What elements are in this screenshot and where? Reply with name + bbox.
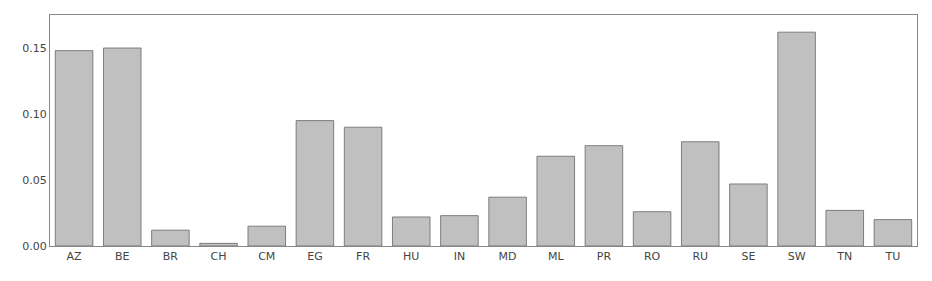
svg-text:EG: EG bbox=[307, 250, 322, 263]
svg-text:TU: TU bbox=[885, 250, 901, 263]
svg-text:RO: RO bbox=[644, 250, 661, 263]
svg-text:ML: ML bbox=[548, 250, 564, 263]
svg-text:TN: TN bbox=[836, 250, 852, 263]
svg-text:PR: PR bbox=[597, 250, 612, 263]
svg-text:0.15: 0.15 bbox=[22, 42, 47, 55]
svg-text:IN: IN bbox=[454, 250, 465, 263]
svg-text:BE: BE bbox=[115, 250, 130, 263]
svg-text:0.05: 0.05 bbox=[22, 174, 47, 187]
svg-text:BR: BR bbox=[163, 250, 179, 263]
svg-text:RU: RU bbox=[692, 250, 708, 263]
svg-text:SW: SW bbox=[788, 250, 806, 263]
svg-text:CH: CH bbox=[211, 250, 227, 263]
svg-text:AZ: AZ bbox=[67, 250, 83, 263]
svg-text:0.10: 0.10 bbox=[22, 108, 47, 121]
svg-text:FR: FR bbox=[356, 250, 370, 263]
svg-text:SE: SE bbox=[741, 250, 755, 263]
svg-text:MD: MD bbox=[499, 250, 517, 263]
svg-text:HU: HU bbox=[403, 250, 419, 263]
svg-text:0.00: 0.00 bbox=[22, 240, 47, 253]
svg-text:CM: CM bbox=[258, 250, 275, 263]
